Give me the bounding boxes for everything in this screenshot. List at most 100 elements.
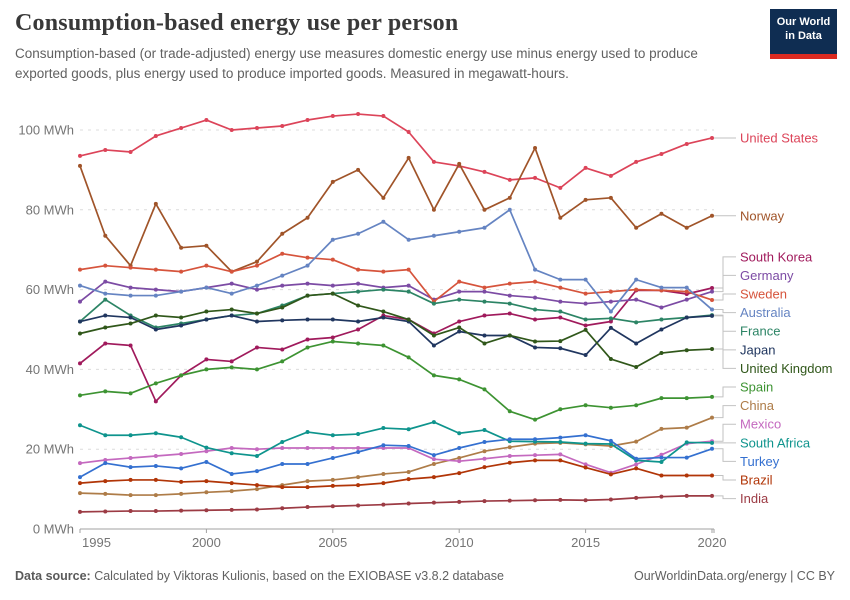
- legend-label-spain[interactable]: Spain: [740, 380, 773, 395]
- data-point: [78, 461, 82, 466]
- line-united-kingdom[interactable]: [78, 291, 714, 370]
- legend-label-sweden[interactable]: Sweden: [740, 287, 787, 302]
- line-brazil[interactable]: [78, 458, 714, 490]
- legend-label-germany[interactable]: Germany: [740, 268, 794, 283]
- line-turkey[interactable]: [78, 433, 714, 480]
- legend-label-turkey[interactable]: Turkey: [740, 454, 780, 469]
- data-point: [280, 440, 285, 445]
- line-germany[interactable]: [78, 279, 714, 310]
- data-point: [710, 307, 714, 312]
- data-point: [659, 288, 664, 293]
- data-point: [684, 289, 689, 294]
- y-axis-tick-label: 60 MWh: [26, 282, 74, 297]
- data-point: [634, 341, 639, 346]
- data-point: [356, 449, 361, 454]
- data-point: [78, 393, 82, 398]
- line-spain[interactable]: [78, 339, 714, 422]
- data-point: [558, 346, 563, 351]
- data-point: [128, 293, 133, 298]
- data-point: [507, 333, 512, 338]
- chart-canvas: 0 MWh 20 MWh 40 MWh 60 MWh 80 MWh 100 MWh 1995…: [18, 112, 833, 550]
- data-point: [457, 297, 462, 302]
- data-point: [406, 355, 411, 360]
- data-point: [406, 283, 411, 288]
- data-point: [128, 391, 133, 396]
- legend-label-mexico[interactable]: Mexico: [740, 417, 781, 432]
- legend-label-australia[interactable]: Australia: [740, 305, 791, 320]
- legend-label-china[interactable]: China: [740, 398, 775, 413]
- legend-label-south-korea[interactable]: South Korea: [740, 249, 813, 264]
- data-point: [179, 373, 184, 378]
- legend-label-france[interactable]: France: [740, 324, 780, 339]
- data-point: [204, 118, 209, 123]
- data-point: [431, 475, 436, 480]
- footer-right: OurWorldinData.org/energy | CC BY: [634, 569, 835, 583]
- license-badge[interactable]: CC BY: [796, 569, 835, 583]
- data-point: [103, 297, 108, 302]
- chart-header: Consumption-based energy use per person …: [15, 10, 755, 83]
- data-point: [533, 267, 538, 272]
- data-point: [356, 303, 361, 308]
- data-point: [229, 307, 234, 312]
- line-india[interactable]: [78, 493, 714, 514]
- data-point: [533, 279, 538, 284]
- line-france[interactable]: [78, 287, 714, 330]
- data-point: [305, 263, 310, 268]
- line-sweden[interactable]: [78, 251, 714, 304]
- data-point: [406, 427, 411, 432]
- legend-label-united-kingdom[interactable]: United Kingdom: [740, 361, 833, 376]
- data-point: [482, 449, 487, 454]
- data-point: [381, 315, 386, 320]
- data-point: [533, 417, 538, 422]
- legend-label-united-states[interactable]: United States: [740, 130, 819, 145]
- data-point: [406, 469, 411, 474]
- data-point: [608, 405, 613, 410]
- data-point: [431, 453, 436, 458]
- data-point: [457, 431, 462, 436]
- data-point: [381, 219, 386, 224]
- data-point: [280, 273, 285, 278]
- data-point: [533, 145, 538, 150]
- data-point: [558, 185, 563, 190]
- owid-logo[interactable]: Our World in Data: [770, 9, 837, 59]
- data-point: [583, 353, 588, 358]
- line-united-states[interactable]: [78, 112, 714, 190]
- data-point: [254, 263, 259, 268]
- data-point: [229, 446, 234, 451]
- line-south-korea[interactable]: [78, 286, 714, 404]
- legend-label-south-africa[interactable]: South Africa: [740, 435, 811, 450]
- data-point: [634, 466, 639, 471]
- data-point: [305, 317, 310, 322]
- legend-label-japan[interactable]: Japan: [740, 342, 775, 357]
- data-point: [431, 461, 436, 466]
- data-point: [103, 389, 108, 394]
- data-point: [482, 225, 487, 230]
- data-point: [431, 159, 436, 164]
- line-norway[interactable]: [78, 145, 714, 274]
- data-point: [659, 494, 664, 499]
- data-point: [254, 311, 259, 316]
- data-point: [431, 343, 436, 348]
- line-australia[interactable]: [78, 207, 714, 314]
- data-point: [356, 289, 361, 294]
- data-point: [482, 207, 487, 212]
- data-point: [103, 291, 108, 296]
- legend-label-norway[interactable]: Norway: [740, 208, 785, 223]
- legend-label-india[interactable]: India: [740, 491, 769, 506]
- legend-label-brazil[interactable]: Brazil: [740, 473, 773, 488]
- line-mexico[interactable]: [78, 439, 714, 475]
- line-south-africa[interactable]: [78, 420, 714, 464]
- data-point: [103, 233, 108, 238]
- data-point: [280, 283, 285, 288]
- legend-connector: [714, 315, 736, 351]
- data-point: [179, 245, 184, 250]
- owid-link[interactable]: OurWorldinData.org/energy: [633, 569, 787, 583]
- data-point: [179, 126, 184, 131]
- data-point: [356, 319, 361, 324]
- data-point: [558, 497, 563, 502]
- data-point: [381, 195, 386, 200]
- data-point: [634, 462, 639, 467]
- gridlines: 0 MWh 20 MWh 40 MWh 60 MWh 80 MWh 100 MWh: [18, 123, 714, 537]
- page-title: Consumption-based energy use per person: [15, 10, 459, 36]
- data-point: [507, 207, 512, 212]
